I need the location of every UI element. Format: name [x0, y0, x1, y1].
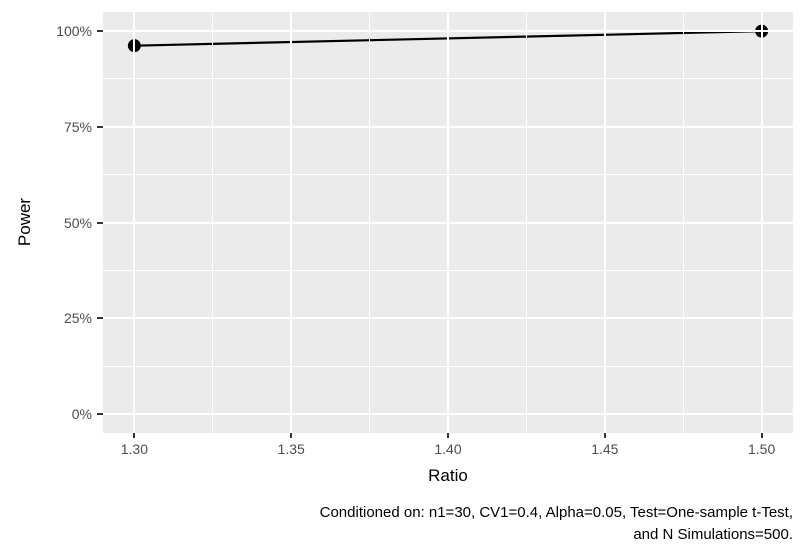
caption-line-2: and N Simulations=500.: [633, 526, 793, 543]
x-axis-tick-label: 1.50: [748, 441, 776, 457]
gridline-y-major: [103, 221, 793, 224]
y-axis-tick-label: 100%: [56, 23, 92, 40]
y-axis-tick: [97, 317, 103, 320]
x-axis-title: Ratio: [428, 466, 468, 485]
x-axis-tick: [760, 433, 763, 438]
y-axis-tick: [97, 30, 103, 33]
gridline-y-major: [103, 412, 793, 415]
gridline-y-major: [103, 125, 793, 128]
x-axis-tick-label: 1.30: [120, 441, 148, 457]
y-axis-tick: [97, 412, 103, 415]
x-axis-tick: [290, 433, 293, 438]
gridline-y-major: [103, 30, 793, 33]
x-axis-tick: [447, 433, 449, 438]
x-axis-tick: [133, 433, 136, 438]
y-axis-tick-label: 75%: [63, 118, 92, 135]
x-axis-tick-label: 1.45: [591, 441, 619, 457]
y-axis-tick-label: 25%: [63, 310, 92, 327]
caption-line-1: Conditioned on: n1=30, CV1=0.4, Alpha=0.…: [319, 504, 793, 521]
y-axis-tick: [97, 221, 103, 224]
y-axis-tick: [97, 125, 103, 128]
gridline-y-major: [103, 317, 793, 320]
y-axis-tick-label: 0%: [71, 405, 92, 422]
y-axis-tick-label: 50%: [63, 214, 92, 231]
x-axis-tick: [603, 433, 606, 438]
x-axis-tick-label: 1.40: [434, 441, 462, 457]
chart-caption: Conditioned on: n1=30, CV1=0.4, Alpha=0.…: [73, 502, 793, 546]
plot-panel: [103, 12, 793, 433]
x-axis-tick-label: 1.35: [277, 441, 305, 457]
